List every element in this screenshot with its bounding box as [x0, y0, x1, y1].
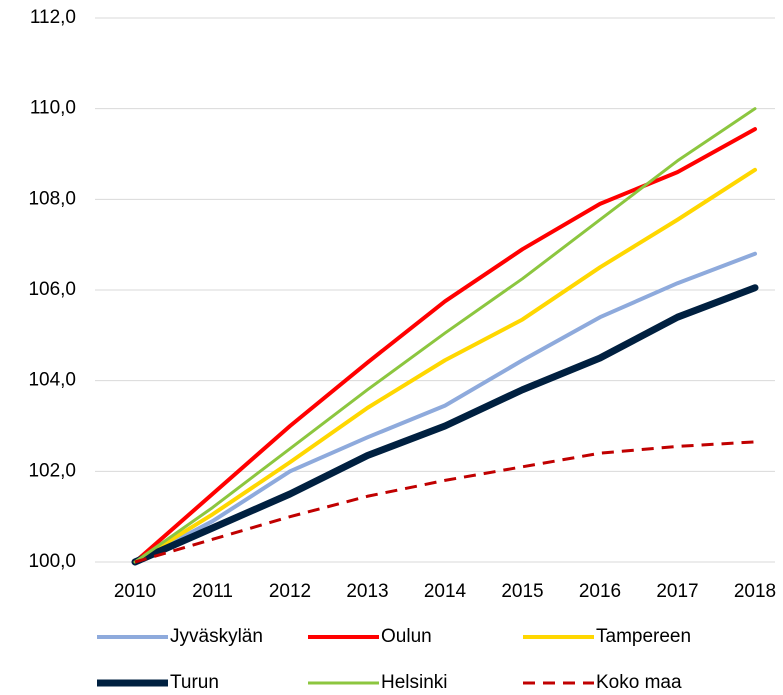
series-line	[133, 107, 757, 564]
legend-label: Helsinki	[381, 672, 448, 693]
series-line	[134, 440, 756, 564]
x-tick-label: 2018	[734, 581, 776, 602]
legend-label: Jyväskylän	[170, 626, 263, 647]
y-tick-label: 108,0	[28, 188, 76, 209]
series-line	[131, 284, 759, 566]
x-tick-label: 2017	[656, 581, 698, 602]
x-tick-label: 2015	[501, 581, 543, 602]
x-tick-label: 2013	[346, 581, 388, 602]
legend-label: Turun	[170, 672, 219, 693]
y-tick-label: 100,0	[28, 551, 76, 572]
x-tick-label: 2014	[424, 581, 467, 602]
legend-label: Oulun	[381, 626, 432, 647]
series-line	[133, 251, 757, 564]
y-tick-label: 104,0	[28, 370, 76, 391]
series-line	[133, 167, 757, 564]
y-tick-label: 102,0	[28, 460, 76, 481]
y-tick-label: 110,0	[30, 98, 76, 119]
x-tick-label: 2012	[269, 581, 311, 602]
y-tick-label: 106,0	[28, 279, 76, 300]
y-tick-label: 112,0	[30, 7, 76, 28]
x-tick-label: 2016	[579, 581, 621, 602]
x-tick-label: 2011	[192, 581, 233, 602]
legend-label: Tampereen	[596, 626, 691, 647]
x-tick-label: 2010	[114, 581, 156, 602]
legend-label: Koko maa	[596, 672, 682, 693]
series-line	[133, 127, 757, 564]
